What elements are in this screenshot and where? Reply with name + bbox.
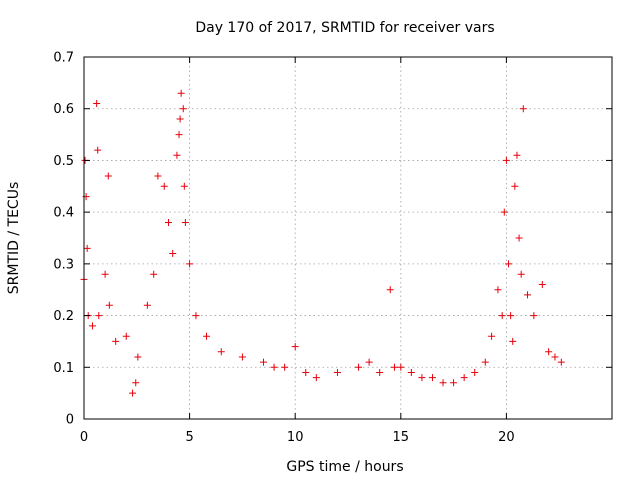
data-point — [179, 105, 187, 113]
y-tick-label: 0.4 — [53, 206, 74, 221]
data-point — [93, 100, 101, 108]
data-point — [101, 270, 109, 278]
data-point — [122, 332, 130, 340]
x-tick-label: 20 — [498, 430, 515, 445]
data-point — [386, 286, 394, 294]
x-tick-label: 5 — [185, 430, 193, 445]
y-tick-label: 0.3 — [53, 257, 74, 272]
data-point — [134, 353, 142, 361]
data-point — [173, 151, 181, 159]
data-point — [557, 358, 565, 366]
data-point — [260, 358, 268, 366]
x-tick-label: 0 — [80, 430, 88, 445]
data-point — [376, 368, 384, 376]
data-point — [517, 270, 525, 278]
data-point — [471, 368, 479, 376]
data-point — [150, 270, 158, 278]
data-point — [494, 286, 502, 294]
data-point — [439, 379, 447, 387]
data-point — [177, 89, 185, 97]
data-point — [519, 105, 527, 113]
data-point — [132, 379, 140, 387]
x-axis-label: GPS time / hours — [286, 459, 403, 475]
data-point — [175, 131, 183, 139]
data-point — [94, 146, 102, 154]
data-point — [515, 234, 523, 242]
data-point — [270, 363, 278, 371]
x-tick-label: 10 — [287, 430, 304, 445]
data-point — [143, 301, 151, 309]
data-point — [88, 322, 96, 330]
data-point — [238, 353, 246, 361]
data-point — [154, 172, 162, 180]
data-point — [397, 363, 405, 371]
data-point — [105, 301, 113, 309]
data-point — [509, 337, 517, 345]
axis-ticks — [83, 56, 612, 420]
data-point — [511, 182, 519, 190]
data-point — [217, 348, 225, 356]
data-point — [407, 368, 415, 376]
y-tick-label: 0.6 — [53, 102, 74, 117]
grid-lines — [84, 57, 612, 419]
data-point — [530, 312, 538, 320]
data-point — [180, 182, 188, 190]
y-tick-label: 0.7 — [53, 51, 74, 66]
data-point — [502, 156, 510, 164]
data-point — [507, 312, 515, 320]
y-tick-labels: 0 0.1 0.2 0.3 0.4 0.5 0.6 0.7 — [53, 51, 74, 428]
data-point — [481, 358, 489, 366]
data-point — [505, 260, 513, 268]
data-point — [112, 337, 120, 345]
data-point — [524, 291, 532, 299]
data-point — [450, 379, 458, 387]
data-point — [538, 281, 546, 289]
data-point — [160, 182, 168, 190]
data-point — [355, 363, 363, 371]
data-point — [460, 374, 468, 382]
data-point — [545, 348, 553, 356]
data-point — [500, 208, 508, 216]
data-point — [428, 374, 436, 382]
data-point — [169, 250, 177, 258]
data-point — [95, 312, 103, 320]
data-point — [164, 218, 172, 226]
data-point — [176, 115, 184, 123]
data-point — [551, 353, 559, 361]
data-point — [291, 343, 299, 351]
data-point — [302, 368, 310, 376]
plot-frame — [83, 56, 613, 420]
data-point — [513, 151, 521, 159]
data-point — [488, 332, 496, 340]
data-point — [418, 374, 426, 382]
data-point — [186, 260, 194, 268]
data-point — [192, 312, 200, 320]
y-tick-label: 0.2 — [53, 309, 74, 324]
data-point — [281, 363, 289, 371]
data-point — [202, 332, 210, 340]
data-point — [498, 312, 506, 320]
data-point — [83, 244, 91, 252]
y-axis-label: SRMTID / TECUs — [6, 182, 22, 295]
data-point — [129, 389, 137, 397]
y-tick-label: 0 — [66, 413, 74, 428]
data-point — [181, 218, 189, 226]
y-tick-label: 0.5 — [53, 154, 74, 169]
x-tick-labels: 0 5 10 15 20 — [80, 430, 515, 445]
y-tick-label: 0.1 — [53, 361, 74, 376]
data-points — [80, 89, 565, 397]
chart-title: Day 170 of 2017, SRMTID for receiver var… — [195, 20, 494, 36]
data-point — [104, 172, 112, 180]
data-point — [365, 358, 373, 366]
data-point — [312, 374, 320, 382]
x-tick-label: 15 — [393, 430, 410, 445]
data-point — [390, 363, 398, 371]
data-point — [333, 368, 341, 376]
